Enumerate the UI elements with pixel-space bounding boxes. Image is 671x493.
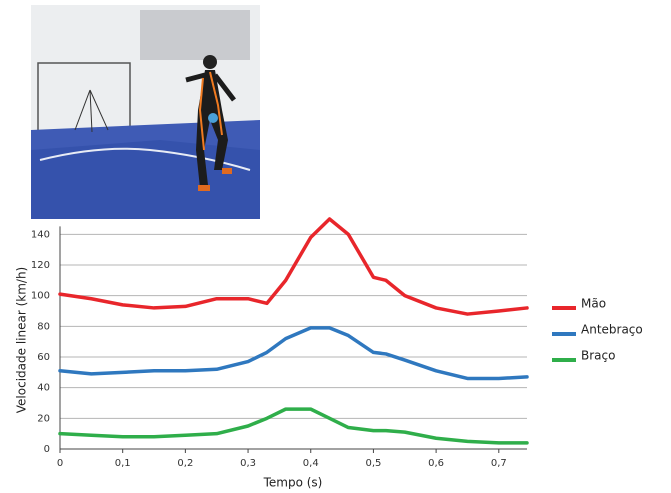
x-tick-label: 0,3	[240, 458, 256, 469]
legend-label: Braço	[581, 349, 615, 363]
x-tick-label: 0,4	[303, 458, 319, 469]
x-tick-label: 0,2	[177, 458, 193, 469]
x-tick-label: 0,6	[428, 458, 444, 469]
series-line	[60, 409, 527, 443]
series-line	[60, 219, 527, 314]
x-tick-label: 0,7	[491, 458, 507, 469]
y-tick-label: 140	[31, 229, 50, 240]
series-line	[60, 328, 527, 379]
y-tick-label: 60	[37, 352, 50, 363]
x-tick-label: 0,5	[365, 458, 381, 469]
y-tick-label: 80	[37, 321, 50, 332]
photo	[31, 5, 260, 219]
legend-label: Antebraço	[581, 323, 643, 337]
y-tick-label: 100	[31, 291, 50, 302]
y-tick-label: 120	[31, 260, 50, 271]
legend-label: Mão	[581, 297, 606, 311]
x-axis-title: Tempo (s)	[263, 476, 323, 490]
x-tick-label: 0,1	[115, 458, 131, 469]
chart: Tempo (s) Velocidade linear (km/h) 0 20 40…	[0, 0, 671, 493]
x-tick-label: 0	[57, 458, 63, 469]
y-tick-label: 20	[37, 413, 50, 424]
y-axis-title: Velocidade linear (km/h)	[15, 267, 29, 413]
y-tick-label: 40	[37, 383, 50, 394]
plot-area: 0 20 40 60 80 100 120 140 0 0,1 0,2 0,3 0,4 0,5 0,6 0,7…	[31, 219, 643, 469]
y-tick-label: 0	[44, 444, 50, 455]
